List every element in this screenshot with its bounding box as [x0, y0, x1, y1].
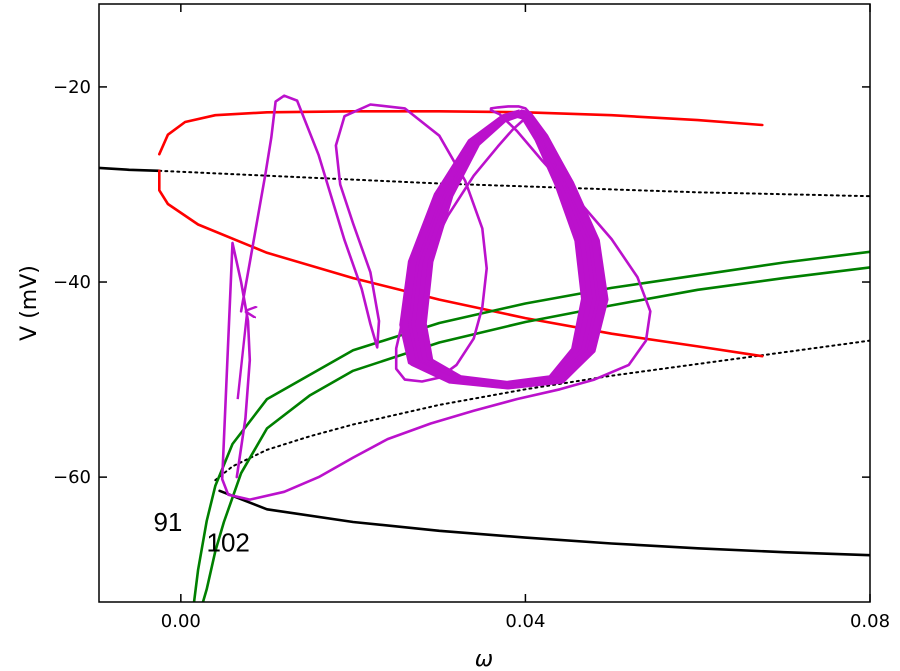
y-tick-label: −60: [53, 467, 91, 488]
series-stable-lower-branch: [218, 489, 870, 557]
attractor-loop-0: [419, 111, 588, 388]
x-tick-label: 0.00: [161, 611, 201, 632]
series-periodic-min: [158, 169, 764, 358]
marks-layer: 91 102: [153, 507, 249, 558]
series-nullcline-102: [201, 266, 870, 602]
trajectory-direction-arrow: [236, 311, 248, 400]
series-periodic-max: [158, 110, 764, 156]
series-unstable-lower-branch: [214, 339, 870, 482]
attractor-loop-1: [413, 110, 595, 389]
x-axis-title: ω: [475, 647, 493, 671]
annotation-label: 102: [207, 527, 250, 557]
y-axis-title: V (mV): [17, 265, 42, 341]
x-tick-label: 0.08: [850, 611, 890, 632]
x-tick-label: 0.04: [505, 611, 545, 632]
attractor-loop-2: [408, 110, 600, 389]
y-tick-label: −40: [53, 272, 91, 293]
series-trajectory: [220, 94, 652, 501]
attractor-loop-5: [399, 111, 609, 388]
ticks-layer: 0.00 0.04 0.08 −20 −40 −60: [53, 4, 890, 632]
y-tick-label: −20: [53, 77, 91, 98]
plot-frame: [98, 3, 871, 603]
series-unstable-middle-branch: [158, 169, 870, 198]
series-nullcline-91: [192, 250, 870, 602]
series-layer: [99, 94, 870, 602]
series-stable-upper-branch: [99, 166, 161, 173]
annotation-label: 91: [153, 507, 182, 537]
